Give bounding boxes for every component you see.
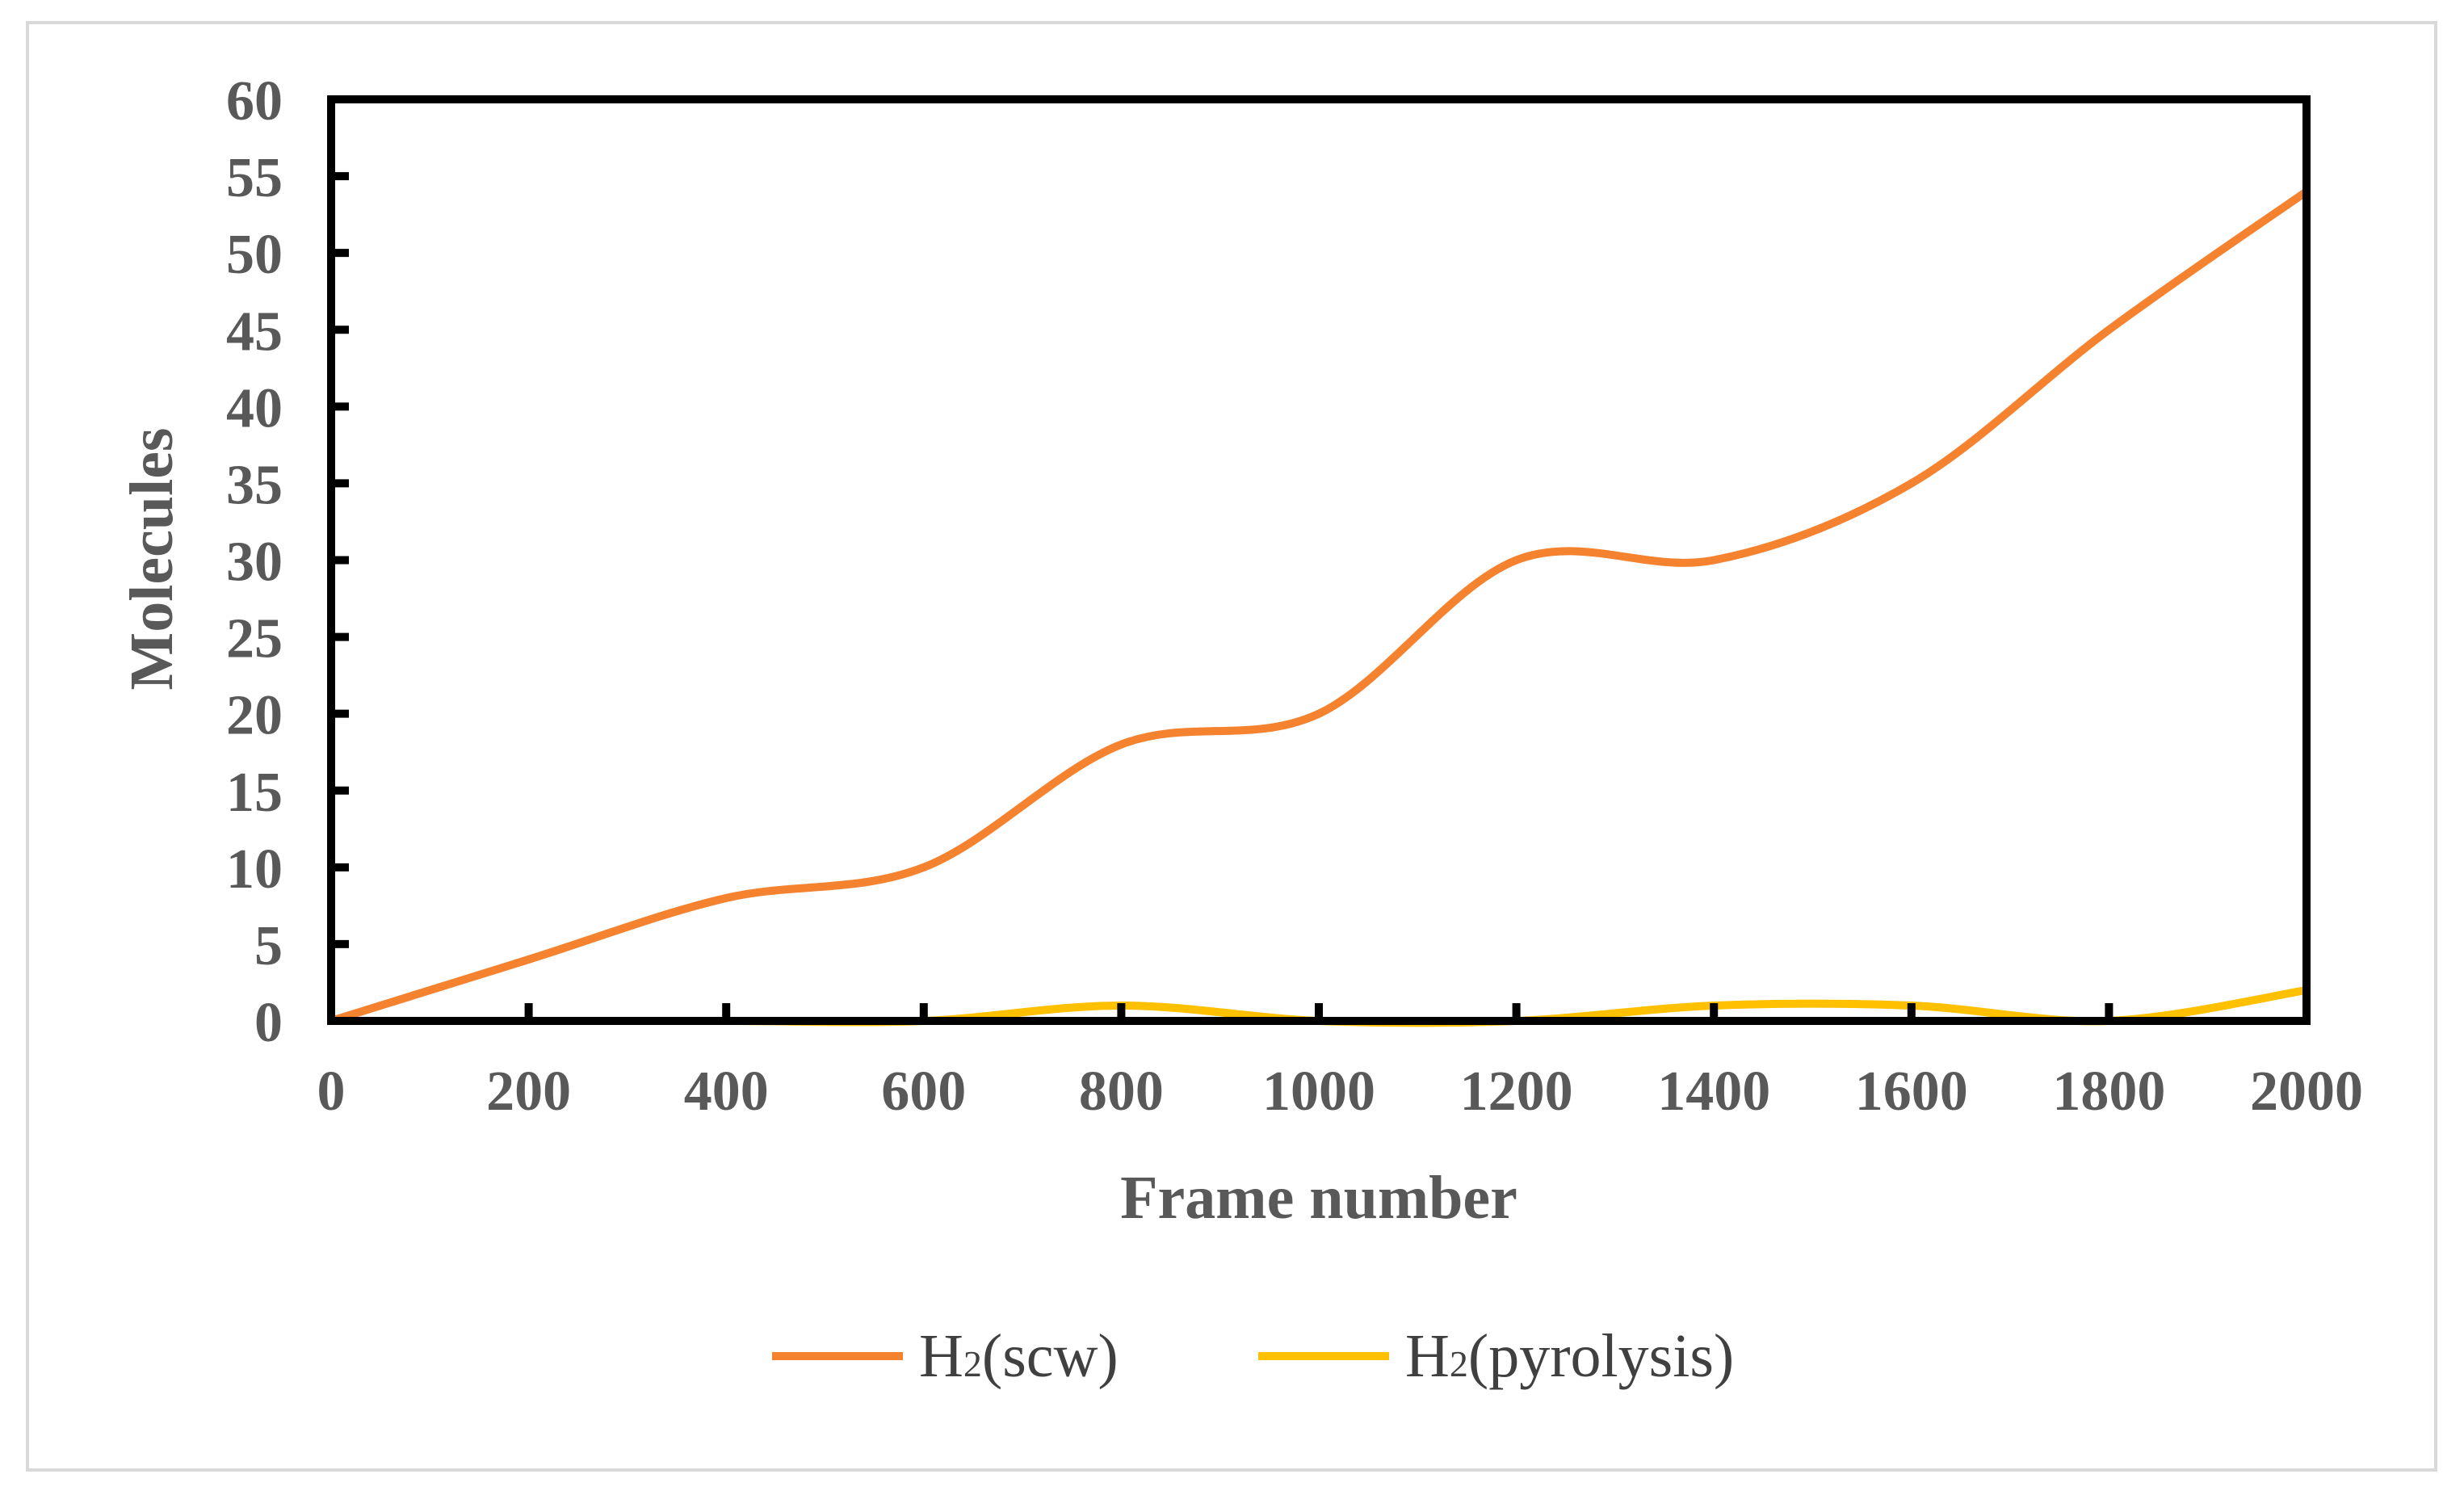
- series-layer: [327, 187, 2311, 1027]
- legend: H2(scw) H2(pyrolysis): [772, 1322, 1734, 1390]
- y-axis-title: Molecules: [118, 427, 186, 690]
- x-tick-label: 600: [881, 1060, 966, 1123]
- x-tick-label: 1800: [2052, 1060, 2165, 1123]
- y-tick-label: 25: [226, 608, 283, 670]
- x-tick-label: 2000: [2250, 1060, 2363, 1123]
- y-tick-label: 40: [226, 377, 283, 439]
- x-tick-label: 1600: [1855, 1060, 1968, 1123]
- y-tick-label: 35: [226, 454, 283, 516]
- plot-area: [327, 95, 2311, 1025]
- y-tick-label: 55: [226, 147, 283, 209]
- y-tick-label: 30: [226, 531, 283, 594]
- legend-label-1: H2(scw): [919, 1322, 1119, 1390]
- legend-label-2: H2(pyrolysis): [1405, 1322, 1734, 1390]
- y-tick-label: 50: [226, 224, 283, 286]
- x-tick-label: 1400: [1657, 1060, 1770, 1123]
- y-tick-label: 5: [254, 915, 283, 977]
- y-tick-label: 45: [226, 300, 283, 363]
- x-tick-label: 200: [486, 1060, 571, 1123]
- x-tick-label: 400: [684, 1060, 769, 1123]
- x-tick-label: 800: [1079, 1060, 1164, 1123]
- y-tick-label: 0: [254, 992, 283, 1054]
- y-tick-label: 20: [226, 685, 283, 747]
- x-tick-label: 1200: [1460, 1060, 1573, 1123]
- x-tick-label: 1000: [1262, 1060, 1375, 1123]
- y-axis: 0 5 10 15 20 25 30 35 40 45 50 55 60: [226, 70, 349, 1054]
- x-axis: 0 200 400 600 800 1000 1200 1400 1600 1800 2000: [317, 1003, 2363, 1123]
- x-tick-label: 0: [317, 1060, 346, 1123]
- y-tick-label: 60: [226, 70, 283, 132]
- y-tick-label: 15: [226, 762, 283, 824]
- y-tick-label: 10: [226, 838, 283, 901]
- series-line-1: [327, 187, 2311, 1025]
- chart-frame: [26, 21, 2437, 1472]
- x-axis-title: Frame number: [1120, 1164, 1517, 1232]
